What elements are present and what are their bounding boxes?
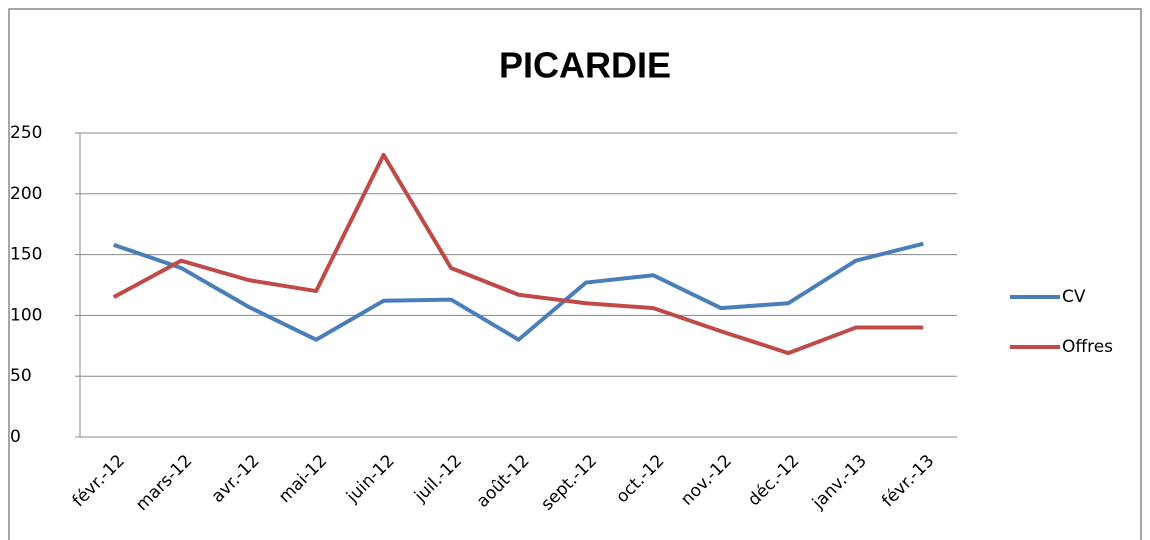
y-tick-label: 100 [10, 305, 42, 325]
y-tick-label: 50 [10, 366, 32, 386]
chart-frame [8, 8, 1142, 540]
y-tick-label: 250 [10, 123, 42, 143]
series-line [113, 241, 924, 342]
y-tick-label: 150 [10, 245, 42, 265]
legend-label: CV [1062, 287, 1086, 307]
y-tick-label: 0 [10, 427, 21, 447]
legend-label: Offres [1062, 337, 1113, 357]
chart-title: PICARDIE [499, 45, 671, 86]
y-tick-label: 200 [10, 184, 42, 204]
series-line [112, 152, 924, 356]
